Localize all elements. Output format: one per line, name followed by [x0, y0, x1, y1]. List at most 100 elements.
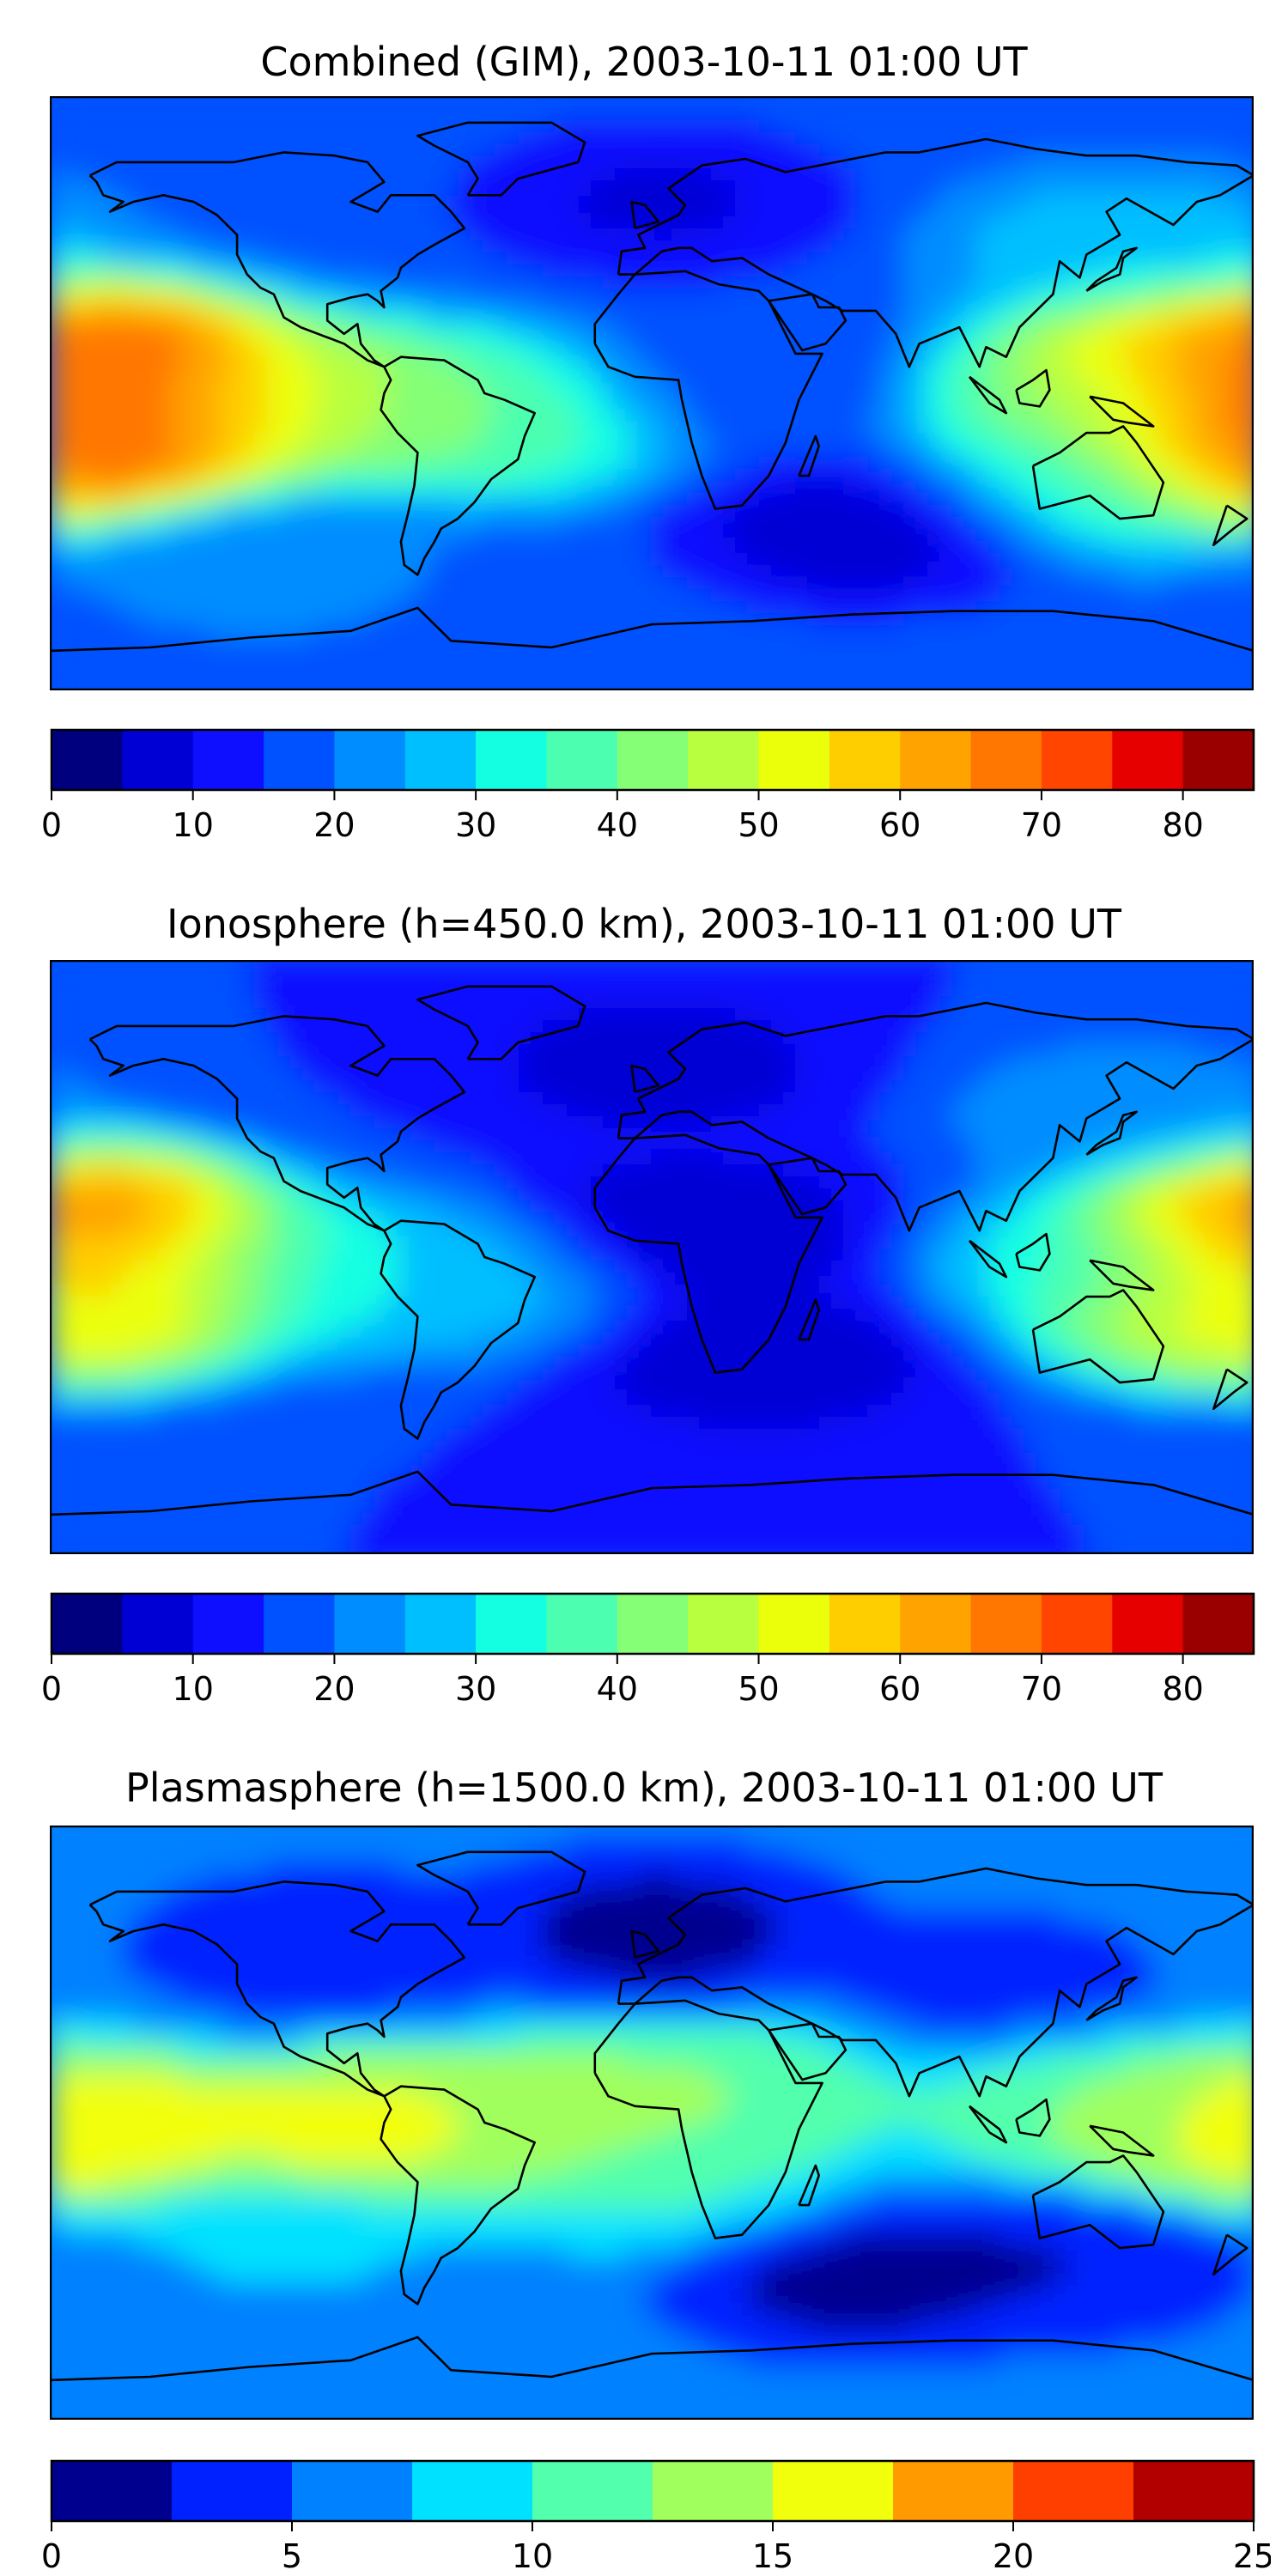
- colorbar-swatch: [546, 1594, 618, 1654]
- coastline: [968, 375, 1008, 415]
- colorbar-swatch: [617, 1594, 689, 1654]
- colorbar-swatch: [476, 1594, 547, 1654]
- colorbar-swatch: [264, 730, 335, 790]
- colorbar-tick-label: 0: [41, 1670, 62, 1708]
- colorbar-swatch: [292, 2461, 413, 2521]
- colorbar-tick-label: 25: [1233, 2537, 1271, 2575]
- coastline: [50, 2336, 1254, 2382]
- colorbar-tick-label: 30: [455, 806, 496, 844]
- colorbar-swatch: [122, 730, 194, 790]
- chart-title-2: Ionosphere (h=450.0 km), 2003-10-11 01:0…: [167, 901, 1121, 947]
- colorbar-tick-label: 20: [313, 806, 355, 844]
- coastline: [1031, 2154, 1165, 2250]
- colorbar-swatch: [1112, 1594, 1184, 1654]
- colorbar-tick-label: 20: [993, 2537, 1034, 2575]
- colorbar-swatch: [172, 2461, 293, 2521]
- colorbar-swatch: [264, 1594, 335, 1654]
- colorbar-tick-label: 60: [879, 806, 920, 844]
- coastline: [630, 200, 660, 230]
- coastline: [50, 606, 1254, 653]
- colorbar-swatch: [52, 2461, 173, 2521]
- colorbar-tick-label: 60: [879, 1670, 920, 1708]
- colorbar-swatch: [1182, 1594, 1255, 1654]
- coastline: [1031, 1289, 1165, 1384]
- coastline: [88, 1880, 466, 2098]
- chart-title-3: Plasmasphere (h=1500.0 km), 2003-10-11 0…: [125, 1765, 1163, 1811]
- colorbar-tick-label: 10: [173, 806, 214, 844]
- colorbar-swatch: [758, 730, 830, 790]
- coastline: [1031, 425, 1165, 520]
- coastline: [1085, 1110, 1138, 1156]
- coastline: [593, 1133, 823, 1374]
- colorbar-tick-label: 70: [1021, 806, 1062, 844]
- colorbar-swatch: [546, 730, 618, 790]
- colorbar-swatch: [758, 1594, 830, 1654]
- colorbar-swatch: [334, 1594, 406, 1654]
- colorbar-swatch: [1041, 730, 1113, 790]
- colorbar-swatch: [1133, 2461, 1255, 2521]
- coastline: [1089, 2124, 1155, 2157]
- coastline: [593, 1999, 823, 2239]
- colorbar-swatch: [192, 1594, 264, 1654]
- coastline: [1212, 1368, 1249, 1411]
- colorbar-swatch: [829, 730, 901, 790]
- colorbar-swatch: [1112, 730, 1184, 790]
- coastline: [88, 1015, 466, 1232]
- coastline: [1212, 504, 1249, 547]
- coastline: [1015, 368, 1051, 408]
- colorbar-swatch: [1013, 2461, 1134, 2521]
- coastline: [1089, 1259, 1155, 1291]
- colorbar-swatch: [412, 2461, 533, 2521]
- coastline: [630, 1064, 660, 1094]
- colorbar-tick-label: 80: [1162, 806, 1203, 844]
- coastline: [416, 121, 586, 197]
- coastline: [593, 270, 823, 510]
- coastline: [380, 2085, 536, 2306]
- colorbar-tick-label: 20: [313, 1670, 355, 1708]
- coastline: [768, 2022, 848, 2081]
- colorbar-swatch: [476, 730, 547, 790]
- colorbar-swatch: [192, 730, 264, 790]
- coastline: [88, 151, 466, 368]
- coastline: [968, 1239, 1008, 1279]
- colorbar-swatch: [52, 1594, 123, 1654]
- colorbar-swatch: [829, 1594, 901, 1654]
- colorbar-tick-label: 30: [455, 1670, 496, 1708]
- ionosphere-colorbar: 0 10 20 30 40 50 60 70 80: [41, 1592, 1255, 1708]
- colorbar-tick-label: 15: [752, 2537, 793, 2575]
- chart-title-1: Combined (GIM), 2003-10-11 01:00 UT: [260, 39, 1028, 85]
- colorbar-tick-label: 5: [282, 2537, 302, 2575]
- coastline: [1015, 2098, 1051, 2137]
- coastline: [1085, 246, 1138, 292]
- colorbar-swatch: [900, 1594, 972, 1654]
- colorbar-swatch: [900, 730, 972, 790]
- colorbar-tick-label: 0: [41, 806, 62, 844]
- coastline: [798, 2164, 820, 2207]
- ionosphere-tec-map: [50, 960, 1254, 1554]
- colorbar-tick-label: 50: [738, 806, 779, 844]
- coastline: [1212, 2233, 1249, 2276]
- coastline: [968, 2105, 1008, 2144]
- colorbar-swatch: [773, 2461, 894, 2521]
- coastline: [798, 434, 820, 477]
- coastline: [1015, 1232, 1051, 1272]
- colorbar-swatch: [970, 1594, 1042, 1654]
- colorbar-swatch: [653, 2461, 774, 2521]
- colorbar-tick-label: 10: [173, 1670, 214, 1708]
- colorbar-swatch: [688, 730, 760, 790]
- coastline: [50, 1470, 1254, 1516]
- colorbar-swatch: [617, 730, 689, 790]
- coastline: [768, 1157, 848, 1216]
- colorbar-tick-label: 50: [738, 1670, 779, 1708]
- colorbar-swatch: [334, 730, 406, 790]
- coastline: [1089, 395, 1155, 428]
- combined-tec-map: [50, 96, 1254, 690]
- colorbar-swatch: [532, 2461, 653, 2521]
- colorbar-tick-label: 0: [41, 2537, 62, 2575]
- plasmasphere-tec-map: [50, 1826, 1254, 2420]
- colorbar-swatch: [404, 730, 477, 790]
- coastline: [617, 1867, 1254, 2098]
- colorbar-swatch: [1182, 730, 1255, 790]
- colorbar-tick-label: 80: [1162, 1670, 1203, 1708]
- coastline: [798, 1298, 820, 1341]
